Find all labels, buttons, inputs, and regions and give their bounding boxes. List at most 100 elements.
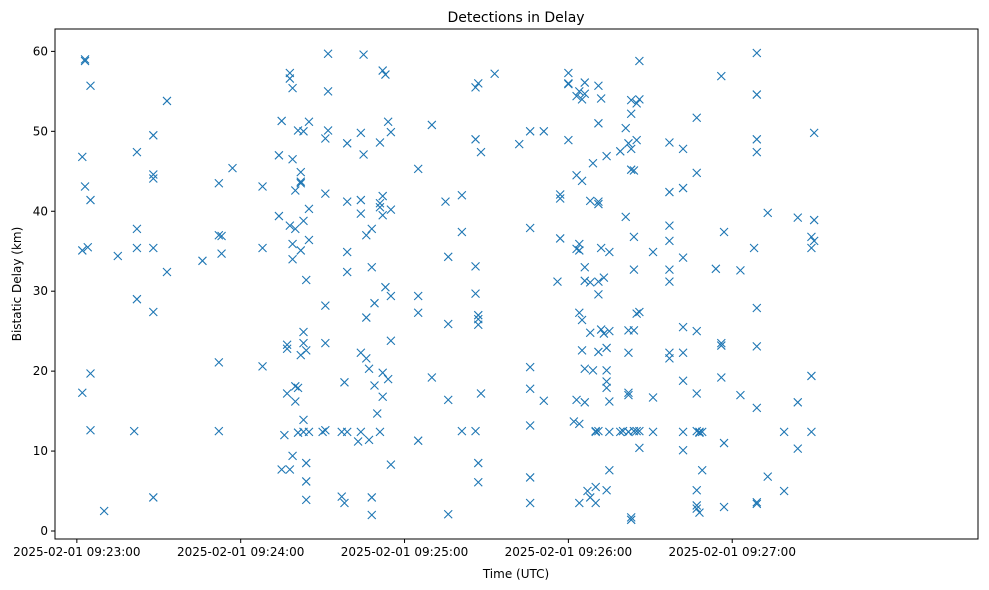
- data-point-270: [634, 426, 644, 436]
- y-tick-label-6: 60: [33, 44, 48, 58]
- data-point-49: [288, 83, 297, 93]
- data-point-169: [525, 384, 535, 394]
- data-point-13: [132, 147, 142, 157]
- data-point-54: [290, 186, 300, 195]
- data-point-73: [301, 345, 311, 355]
- data-point-245: [624, 138, 633, 148]
- data-point-31: [214, 357, 224, 367]
- data-point-81: [318, 427, 328, 437]
- data-point-188: [574, 86, 584, 96]
- data-point-239: [615, 146, 625, 156]
- data-point-85: [320, 338, 330, 348]
- data-point-211: [591, 426, 601, 436]
- data-point-202: [580, 364, 590, 374]
- data-point-83: [320, 189, 330, 199]
- data-point-189: [574, 246, 584, 255]
- data-point-203: [580, 397, 590, 407]
- data-point-304: [716, 71, 726, 81]
- data-point-37: [277, 116, 287, 126]
- data-point-253: [626, 144, 636, 154]
- data-point-268: [634, 307, 644, 317]
- data-point-317: [752, 147, 762, 157]
- data-point-225: [596, 325, 606, 334]
- data-point-143: [441, 197, 450, 207]
- data-point-284: [678, 253, 688, 263]
- data-point-320: [752, 403, 762, 413]
- data-point-290: [692, 168, 702, 178]
- data-point-17: [129, 426, 139, 436]
- data-point-82: [320, 134, 330, 143]
- data-point-249: [624, 390, 633, 400]
- data-point-62: [296, 177, 306, 187]
- data-point-331: [807, 243, 816, 253]
- data-point-18: [148, 130, 158, 140]
- data-point-265: [632, 426, 642, 436]
- data-point-172: [525, 498, 535, 508]
- data-point-303: [711, 264, 721, 274]
- data-point-51: [288, 239, 297, 249]
- data-point-135: [386, 460, 396, 470]
- data-point-161: [473, 477, 483, 487]
- data-point-50: [288, 154, 297, 164]
- data-point-329: [793, 444, 803, 454]
- data-point-91: [337, 492, 347, 502]
- data-point-42: [282, 344, 292, 354]
- data-points: [77, 48, 819, 525]
- data-point-175: [553, 277, 562, 286]
- data-point-316: [752, 134, 762, 144]
- y-tick-label-2: 20: [33, 364, 48, 378]
- data-point-0: [80, 54, 90, 64]
- data-point-125: [378, 210, 388, 220]
- data-point-198: [580, 78, 590, 87]
- data-point-52: [288, 254, 297, 264]
- data-point-310: [719, 502, 729, 512]
- data-point-291: [692, 113, 702, 123]
- data-point-313: [749, 243, 759, 253]
- data-point-283: [678, 183, 688, 193]
- data-point-274: [665, 138, 674, 147]
- data-point-36: [258, 361, 267, 371]
- data-point-286: [678, 348, 688, 358]
- data-point-308: [719, 227, 729, 237]
- data-point-301: [697, 465, 707, 475]
- data-point-325: [779, 427, 789, 437]
- x-axis-ticks: 2025-02-01 09:23:00 2025-02-01 09:24:00 20…: [13, 539, 796, 559]
- data-point-275: [665, 187, 674, 197]
- x-tick-label-1: 2025-02-01 09:24:00: [177, 545, 304, 559]
- data-point-184: [572, 91, 581, 101]
- data-point-267: [634, 56, 644, 66]
- data-point-321: [752, 497, 762, 507]
- data-point-27: [214, 178, 224, 188]
- data-point-151: [471, 134, 480, 144]
- data-point-7: [83, 242, 93, 252]
- data-point-105: [359, 50, 368, 59]
- data-point-150: [457, 426, 467, 436]
- data-point-264: [632, 309, 642, 318]
- data-point-57: [290, 397, 300, 406]
- data-point-297: [692, 504, 702, 514]
- data-point-219: [594, 277, 603, 286]
- data-point-99: [353, 437, 363, 446]
- data-point-248: [624, 388, 633, 398]
- data-point-174: [539, 396, 549, 406]
- data-point-46: [285, 74, 295, 83]
- data-point-144: [443, 252, 453, 262]
- data-point-179: [563, 68, 573, 78]
- data-point-229: [602, 365, 612, 375]
- data-point-3: [77, 152, 87, 162]
- data-point-300: [695, 508, 704, 518]
- data-point-40: [277, 465, 287, 474]
- data-point-21: [148, 243, 158, 253]
- data-point-191: [574, 308, 584, 318]
- data-point-238: [604, 465, 614, 475]
- y-tick-label-4: 40: [33, 204, 48, 218]
- data-point-87: [323, 49, 333, 59]
- data-point-10: [86, 425, 95, 435]
- data-point-309: [719, 438, 729, 448]
- data-point-55: [290, 224, 300, 234]
- data-point-224: [596, 243, 606, 253]
- data-point-80: [304, 427, 314, 437]
- data-point-285: [678, 322, 688, 332]
- data-point-149: [457, 227, 467, 237]
